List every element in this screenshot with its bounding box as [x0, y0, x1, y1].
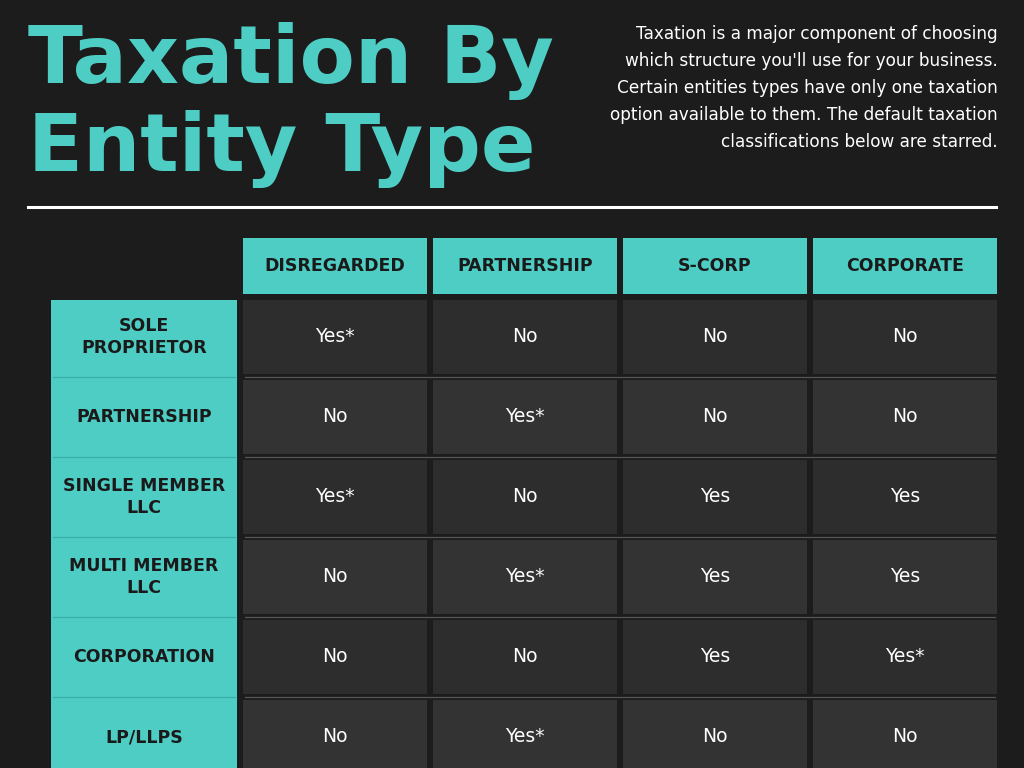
- Text: Yes: Yes: [890, 488, 921, 507]
- FancyBboxPatch shape: [433, 300, 617, 374]
- Text: No: No: [702, 408, 728, 426]
- FancyBboxPatch shape: [623, 300, 807, 374]
- Text: CORPORATION: CORPORATION: [73, 648, 215, 666]
- FancyBboxPatch shape: [433, 238, 617, 294]
- Text: SOLE
PROPRIETOR: SOLE PROPRIETOR: [81, 317, 207, 357]
- FancyBboxPatch shape: [433, 620, 617, 694]
- FancyBboxPatch shape: [813, 380, 997, 454]
- Text: MULTI MEMBER
LLC: MULTI MEMBER LLC: [70, 558, 219, 597]
- FancyBboxPatch shape: [813, 300, 997, 374]
- Text: No: No: [892, 727, 918, 746]
- FancyBboxPatch shape: [623, 238, 807, 294]
- FancyBboxPatch shape: [243, 620, 427, 694]
- FancyBboxPatch shape: [813, 540, 997, 614]
- FancyBboxPatch shape: [51, 300, 237, 768]
- Text: PARTNERSHIP: PARTNERSHIP: [76, 408, 212, 426]
- Text: SINGLE MEMBER
LLC: SINGLE MEMBER LLC: [62, 477, 225, 517]
- FancyBboxPatch shape: [243, 300, 427, 374]
- FancyBboxPatch shape: [623, 460, 807, 534]
- Text: S-CORP: S-CORP: [678, 257, 752, 275]
- Text: Taxation is a major component of choosing
which structure you'll use for your bu: Taxation is a major component of choosin…: [610, 25, 998, 151]
- Text: No: No: [323, 727, 348, 746]
- FancyBboxPatch shape: [243, 540, 427, 614]
- Text: LP/LLPS: LP/LLPS: [105, 728, 183, 746]
- FancyBboxPatch shape: [243, 380, 427, 454]
- FancyBboxPatch shape: [813, 700, 997, 768]
- Text: PARTNERSHIP: PARTNERSHIP: [457, 257, 593, 275]
- Text: Yes*: Yes*: [886, 647, 925, 667]
- FancyBboxPatch shape: [623, 540, 807, 614]
- FancyBboxPatch shape: [813, 238, 997, 294]
- Text: No: No: [512, 488, 538, 507]
- FancyBboxPatch shape: [243, 700, 427, 768]
- FancyBboxPatch shape: [813, 620, 997, 694]
- Text: Taxation By: Taxation By: [28, 22, 554, 100]
- FancyBboxPatch shape: [243, 238, 427, 294]
- Text: Yes: Yes: [699, 568, 730, 587]
- FancyBboxPatch shape: [623, 700, 807, 768]
- FancyBboxPatch shape: [623, 380, 807, 454]
- Text: Yes*: Yes*: [505, 568, 545, 587]
- Text: Yes*: Yes*: [505, 727, 545, 746]
- Text: Yes*: Yes*: [505, 408, 545, 426]
- Text: Yes: Yes: [699, 647, 730, 667]
- Text: No: No: [323, 568, 348, 587]
- Text: Yes: Yes: [699, 488, 730, 507]
- Text: No: No: [892, 408, 918, 426]
- FancyBboxPatch shape: [623, 620, 807, 694]
- FancyBboxPatch shape: [433, 540, 617, 614]
- FancyBboxPatch shape: [433, 700, 617, 768]
- Text: Yes*: Yes*: [315, 327, 354, 346]
- Text: DISREGARDED: DISREGARDED: [264, 257, 406, 275]
- Text: CORPORATE: CORPORATE: [846, 257, 964, 275]
- Text: No: No: [512, 327, 538, 346]
- Text: No: No: [702, 327, 728, 346]
- Text: Entity Type: Entity Type: [28, 110, 536, 188]
- Text: No: No: [892, 327, 918, 346]
- FancyBboxPatch shape: [433, 460, 617, 534]
- FancyBboxPatch shape: [433, 380, 617, 454]
- Text: No: No: [323, 408, 348, 426]
- Text: Yes*: Yes*: [315, 488, 354, 507]
- Text: No: No: [323, 647, 348, 667]
- Text: No: No: [512, 647, 538, 667]
- Text: Yes: Yes: [890, 568, 921, 587]
- FancyBboxPatch shape: [243, 460, 427, 534]
- FancyBboxPatch shape: [813, 460, 997, 534]
- Text: No: No: [702, 727, 728, 746]
